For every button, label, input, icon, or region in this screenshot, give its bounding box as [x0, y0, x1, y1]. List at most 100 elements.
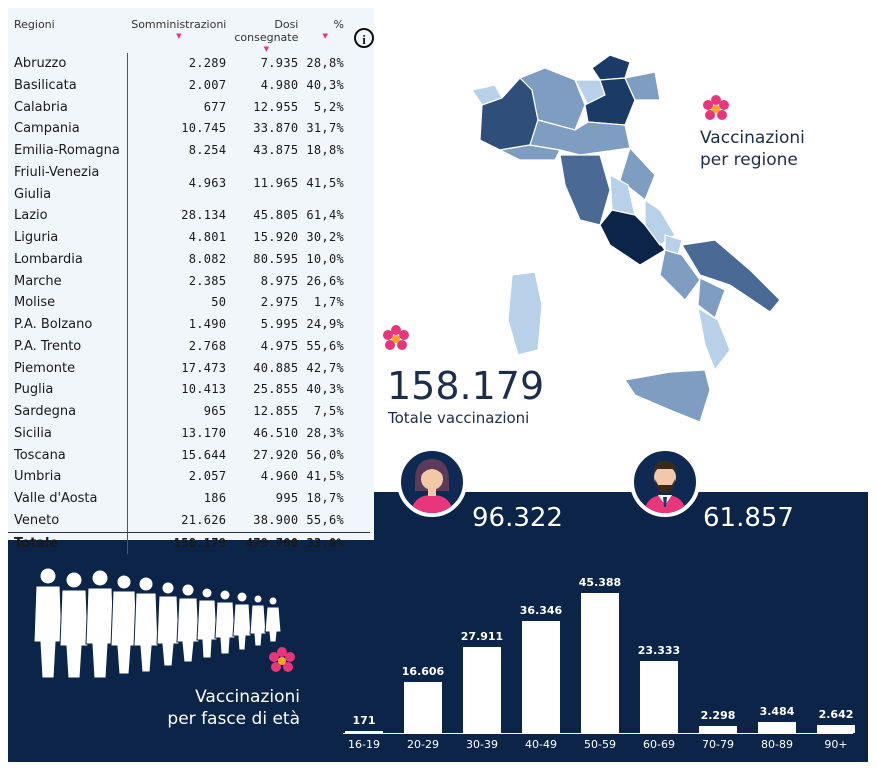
- table-row[interactable]: Valle d'Aosta 186 995 18,7%: [8, 488, 370, 510]
- header-region[interactable]: Regioni: [14, 18, 55, 31]
- table-row[interactable]: Lombardia 8.082 80.595 10,0%: [8, 248, 370, 271]
- administrations-cell: 10.413: [181, 382, 227, 397]
- region-cell: Liguria: [8, 227, 128, 249]
- region-cell: Totale: [8, 531, 128, 555]
- table-row[interactable]: Friuli-Venezia Giulia 4.963 11.965 41,5%: [8, 161, 370, 206]
- bar-80-89[interactable]: [758, 722, 796, 733]
- table-row[interactable]: Emilia-Romagna 8.254 43.875 18,8%: [8, 140, 370, 162]
- doses-cell: 25.855: [253, 382, 299, 397]
- bar-50-59[interactable]: [581, 593, 619, 733]
- map-region-liguria[interactable]: [498, 144, 561, 161]
- map-region-campania[interactable]: [659, 249, 701, 301]
- percent-cell: 33,0%: [302, 531, 370, 555]
- doses-cell: 15.920: [253, 230, 299, 244]
- sort-down-icon[interactable]: ▼: [322, 32, 328, 40]
- map-region-lombardia[interactable]: [518, 67, 586, 131]
- header-percent[interactable]: % ▼: [302, 8, 370, 53]
- bar-70-79[interactable]: [699, 725, 737, 733]
- bar-value-label: 2.298: [700, 708, 736, 722]
- administrations-cell: 8.254: [188, 143, 227, 157]
- table-row[interactable]: Campania 10.745 33.870 31,7%: [8, 118, 370, 140]
- header-doses[interactable]: Dosi consegnate ▼: [230, 8, 302, 53]
- bar-60-69[interactable]: [640, 661, 678, 733]
- x-tick-label: 40-49: [525, 738, 557, 751]
- table-row[interactable]: Calabria 677 12.955 5,2%: [8, 96, 370, 119]
- administrations-cell: 4.963: [188, 175, 227, 190]
- header-administrations-label: Somministrazioni: [131, 18, 227, 31]
- map-region-sardegna[interactable]: [507, 271, 543, 356]
- table-row[interactable]: Basilicata 2.007 4.980 40,3%: [8, 74, 370, 97]
- region-cell: Calabria: [8, 96, 128, 119]
- sort-down-icon[interactable]: ▼: [176, 32, 182, 40]
- bar-16-19[interactable]: [345, 731, 383, 733]
- region-cell: Campania: [8, 118, 128, 140]
- table-row[interactable]: Sicilia 13.170 46.510 28,3%: [8, 422, 370, 445]
- percent-cell: 40,3%: [306, 77, 344, 92]
- table-row[interactable]: Toscana 15.644 27.920 56,0%: [8, 444, 370, 467]
- map-region-friuli[interactable]: [624, 71, 661, 101]
- administrations-cell: 8.082: [188, 251, 227, 266]
- table-row[interactable]: Puglia 10.413 25.855 40,3%: [8, 379, 370, 401]
- doses-cell: 11.965: [253, 175, 299, 190]
- table-row[interactable]: Liguria 4.801 15.920 30,2%: [8, 227, 370, 249]
- percent-cell: 5,2%: [313, 99, 344, 114]
- table-row[interactable]: Piemonte 17.473 40.885 42,7%: [8, 357, 370, 380]
- doses-cell: 12.955: [253, 99, 299, 114]
- administrations-cell: 21.626: [181, 512, 227, 527]
- region-cell: Friuli-Venezia Giulia: [8, 161, 128, 206]
- sort-down-icon[interactable]: ▼: [263, 45, 270, 53]
- x-tick-label: 50-59: [584, 738, 616, 751]
- table-row[interactable]: Veneto 21.626 38.900 55,6%: [8, 509, 370, 532]
- table-row[interactable]: Sardegna 965 12.855 7,5%: [8, 401, 370, 423]
- regions-table: Regioni Somministrazioni ▼ Dosi consegnat…: [8, 8, 370, 555]
- table-row[interactable]: Abruzzo 2.289 7.935 28,8%: [8, 53, 370, 75]
- percent-cell: 28,3%: [306, 425, 344, 440]
- doses-cell: 33.870: [253, 121, 299, 136]
- age-title-line1: Vaccinazioni: [195, 687, 300, 707]
- percent-cell: 7,5%: [313, 404, 344, 418]
- total-vaccinations-label: Totale vaccinazioni: [388, 409, 530, 427]
- bar-20-29[interactable]: [404, 681, 442, 733]
- percent-cell: 56,0%: [306, 447, 344, 462]
- info-icon[interactable]: i: [354, 28, 374, 48]
- map-title-line1: Vaccinazioni: [700, 128, 805, 148]
- table-row[interactable]: Marche 2.385 8.975 26,6%: [8, 270, 370, 293]
- bar-value-label: 45.388: [578, 576, 622, 589]
- map-region-sicilia[interactable]: [623, 369, 711, 423]
- administrations-cell: 10.745: [181, 121, 227, 136]
- region-cell: Abruzzo: [8, 53, 128, 75]
- map-region-toscana[interactable]: [559, 154, 611, 226]
- header-administrations[interactable]: Somministrazioni ▼: [127, 8, 230, 53]
- percent-cell: 28,8%: [306, 56, 344, 70]
- percent-cell: 55,6%: [306, 338, 344, 353]
- table-row[interactable]: Lazio 28.134 45.805 61,4%: [8, 205, 370, 227]
- table-row[interactable]: Molise 50 2.975 1,7%: [8, 292, 370, 314]
- administrations-cell: 17.473: [181, 360, 227, 375]
- administrations-cell: 2.385: [188, 273, 227, 288]
- percent-cell: 10,0%: [306, 251, 344, 266]
- table-row[interactable]: P.A. Bolzano 1.490 5.995 24,9%: [8, 314, 370, 336]
- table-total-row[interactable]: Totale 158.179 479.700 33,0%: [8, 531, 370, 555]
- administrations-cell: 50: [211, 295, 227, 310]
- flower-icon: [703, 95, 729, 120]
- map-region-bolzano[interactable]: [591, 54, 631, 81]
- region-cell: P.A. Bolzano: [8, 314, 128, 336]
- bar-value-label: 36.346: [519, 603, 563, 617]
- region-cell: Piemonte: [8, 357, 128, 380]
- administrations-cell: 28.134: [181, 208, 227, 223]
- bar-40-49[interactable]: [522, 620, 560, 733]
- doses-cell: 40.885: [253, 360, 299, 375]
- total-vaccinations-value: 158.179: [387, 364, 545, 408]
- administrations-cell: 2.289: [188, 56, 227, 70]
- table-row[interactable]: Umbria 2.057 4.960 41,5%: [8, 466, 370, 488]
- bar-90+[interactable]: [817, 724, 855, 733]
- doses-cell: 45.805: [253, 208, 299, 223]
- percent-cell: 55,6%: [306, 512, 344, 527]
- header-percent-label: %: [333, 18, 344, 31]
- percent-cell: 41,5%: [306, 469, 344, 484]
- table-row[interactable]: P.A. Trento 2.768 4.975 55,6%: [8, 335, 370, 358]
- map-region-puglia[interactable]: [681, 239, 781, 313]
- bar-30-39[interactable]: [463, 646, 501, 733]
- doses-cell: 38.900: [253, 512, 299, 527]
- map-region-calabria[interactable]: [697, 306, 731, 372]
